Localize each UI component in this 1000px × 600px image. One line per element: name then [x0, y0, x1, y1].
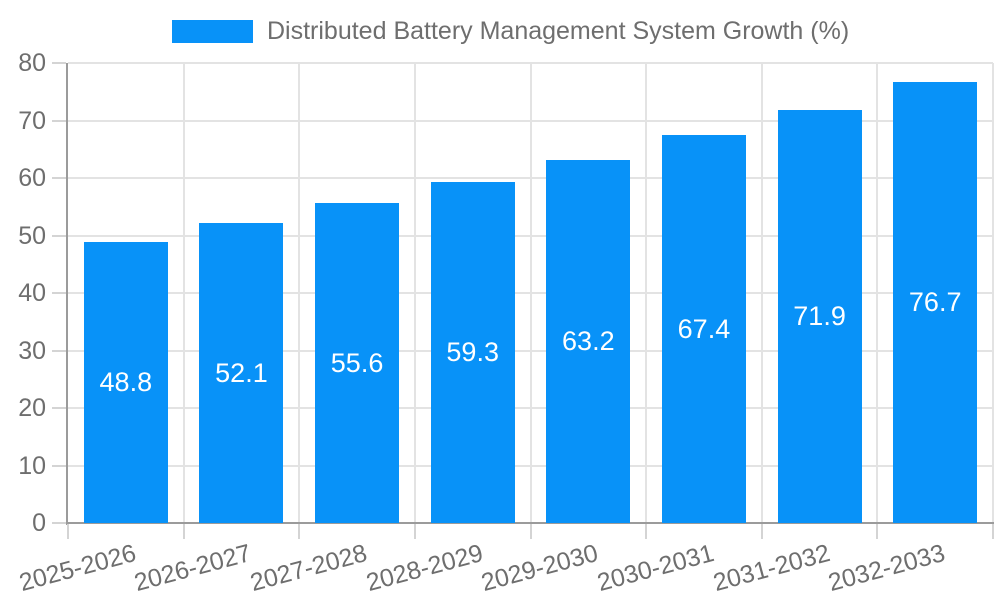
x-axis-line: [66, 522, 994, 524]
legend-label: Distributed Battery Management System Gr…: [267, 17, 850, 45]
gridline-vertical: [992, 63, 994, 523]
legend[interactable]: Distributed Battery Management System Gr…: [172, 18, 849, 45]
gridline-vertical: [645, 63, 648, 523]
bar-value-label: 48.8: [99, 367, 153, 398]
x-tick: [298, 524, 301, 539]
y-tick-label: 20: [18, 394, 46, 422]
x-tick: [413, 524, 416, 539]
y-tick: [52, 177, 66, 179]
y-tick-label: 0: [32, 509, 46, 537]
y-tick: [52, 62, 66, 64]
gridline-vertical: [529, 63, 532, 523]
legend-swatch: [172, 20, 253, 43]
x-tick: [529, 524, 532, 539]
bar-value-label: 67.4: [677, 313, 731, 344]
bar-value-label: 71.9: [793, 300, 846, 331]
bar-value-label: 52.1: [215, 357, 268, 388]
x-tick: [876, 524, 879, 539]
bar[interactable]: 48.8: [83, 242, 168, 523]
x-tick: [645, 524, 648, 539]
bar[interactable]: 59.3: [430, 182, 515, 523]
y-tick: [52, 119, 66, 122]
x-tick: [992, 524, 994, 539]
bar[interactable]: 67.4: [661, 135, 746, 523]
y-tick-label: 80: [18, 49, 46, 77]
y-axis-line: [66, 63, 68, 525]
bar-value-label: 63.2: [562, 325, 615, 356]
bar[interactable]: 55.6: [315, 203, 400, 523]
bar-value-label: 76.7: [908, 286, 962, 317]
gridline-vertical: [298, 63, 301, 523]
x-tick: [67, 524, 69, 539]
bar[interactable]: 63.2: [546, 159, 631, 523]
gridline-vertical: [182, 63, 185, 523]
x-tick: [182, 524, 185, 539]
y-tick-label: 60: [18, 164, 46, 192]
bar-value-label: 55.6: [330, 347, 384, 378]
bar[interactable]: 52.1: [199, 223, 284, 523]
gridline-vertical: [876, 63, 879, 523]
y-tick-label: 70: [18, 106, 46, 135]
y-tick: [52, 292, 66, 294]
y-tick-label: 10: [18, 451, 46, 480]
y-tick: [52, 349, 66, 352]
bar[interactable]: 76.7: [893, 81, 978, 523]
y-tick-label: 50: [18, 221, 46, 250]
bar-value-label: 59.3: [446, 337, 499, 367]
gridline-vertical: [760, 63, 763, 523]
bar[interactable]: 71.9: [777, 109, 862, 523]
y-tick: [52, 522, 66, 524]
y-tick-label: 40: [18, 279, 46, 307]
gridline-vertical: [413, 63, 416, 523]
y-tick-label: 30: [18, 336, 46, 365]
y-tick: [52, 464, 66, 467]
y-tick: [52, 407, 66, 409]
x-tick: [760, 524, 763, 539]
y-tick: [52, 234, 66, 237]
